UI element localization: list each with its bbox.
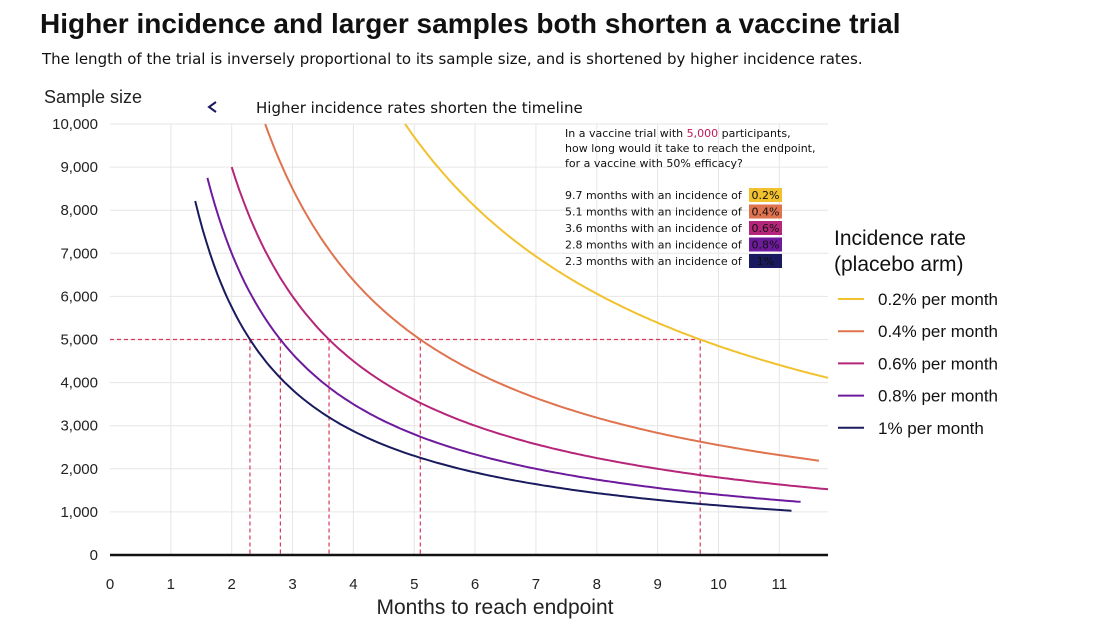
info-row-text: 5.1 months with an incidence of — [565, 206, 743, 219]
y-tick-label: 7,000 — [60, 245, 98, 262]
y-tick-label: 8,000 — [60, 202, 98, 219]
info-question-line: In a vaccine trial with 5,000 participan… — [565, 127, 791, 140]
x-tick-label: 7 — [532, 576, 540, 593]
grid-lines — [110, 123, 828, 555]
x-tick-label: 0 — [106, 576, 114, 593]
legend-label: 0.2% per month — [878, 290, 998, 309]
series-line — [230, 166, 829, 491]
x-tick-label: 10 — [710, 576, 727, 593]
arrow-head-icon — [207, 101, 217, 113]
y-tick-label: 10,000 — [52, 116, 98, 133]
series-line — [404, 123, 829, 379]
y-tick-label: 2,000 — [60, 461, 98, 478]
series-lines — [194, 123, 829, 512]
legend-title: (placebo arm) — [834, 253, 964, 276]
info-badge-label: 0.8% — [752, 239, 780, 252]
y-tick-label: 1,000 — [60, 504, 98, 521]
x-tick-label: 1 — [167, 576, 175, 593]
legend-title: Incidence rate — [834, 227, 966, 250]
x-tick-label: 2 — [228, 576, 236, 593]
x-tick-label: 5 — [410, 576, 418, 593]
y-tick-label: 0 — [90, 547, 98, 564]
series-line — [206, 177, 801, 503]
x-axis-label: Months to reach endpoint — [377, 596, 614, 619]
info-row-text: 9.7 months with an incidence of — [565, 189, 743, 202]
info-badge-label: 1% — [757, 255, 774, 268]
info-box: In a vaccine trial with 5,000 participan… — [565, 127, 816, 268]
info-badge — [749, 221, 782, 235]
legend-label: 0.6% per month — [878, 354, 998, 373]
y-tick-label: 6,000 — [60, 288, 98, 305]
y-tick-label: 4,000 — [60, 375, 98, 392]
x-tick-label: 6 — [471, 576, 479, 593]
info-badge — [749, 237, 782, 252]
info-badge-label: 0.2% — [752, 189, 780, 202]
chart-subtitle: The length of the trial is inversely pro… — [42, 50, 863, 68]
y-axis-label: Sample size — [44, 87, 142, 107]
x-tick-labels: 0 1 2 3 4 5 6 7 8 9 10 11 — [106, 576, 787, 593]
x-tick-label: 4 — [349, 576, 357, 593]
info-badge — [749, 204, 782, 219]
info-question-line: for a vaccine with 50% efficacy? — [565, 157, 743, 170]
y-tick-labels: 0 1,000 2,000 3,000 4,000 5,000 6,000 7,000 8,00… — [52, 116, 98, 564]
info-row-text: 2.3 months with an incidence of — [565, 255, 743, 268]
x-tick-label: 9 — [653, 576, 661, 593]
series-line — [264, 123, 820, 462]
info-badge — [749, 254, 782, 268]
info-highlight-value: 5,000 — [687, 127, 719, 140]
x-tick-label: 3 — [288, 576, 296, 593]
info-question-suffix: participants, — [718, 127, 790, 140]
x-tick-label: 11 — [772, 576, 788, 593]
y-tick-label: 3,000 — [60, 418, 98, 435]
annotation-arrow — [207, 101, 248, 113]
y-tick-label: 5,000 — [60, 332, 98, 349]
info-question-line: how long would it take to reach the endp… — [565, 142, 816, 155]
y-tick-label: 9,000 — [60, 159, 98, 176]
legend-label: 0.4% per month — [878, 322, 998, 341]
info-question-text: In a vaccine trial with — [565, 127, 687, 140]
x-tick-label: 8 — [593, 576, 601, 593]
legend: Incidence rate (placebo arm) 0.2% per mont… — [834, 227, 998, 438]
annotation-text: Higher incidence rates shorten the timel… — [256, 99, 583, 117]
info-badge-label: 0.6% — [752, 222, 780, 235]
chart-title: Higher incidence and larger samples both… — [40, 8, 901, 39]
legend-label: 1% per month — [878, 419, 984, 438]
info-badge-label: 0.4% — [752, 206, 780, 219]
info-badge — [749, 188, 782, 202]
info-row-text: 2.8 months with an incidence of — [565, 239, 743, 252]
legend-label: 0.8% per month — [878, 387, 998, 406]
reference-lines — [110, 338, 701, 555]
info-row-text: 3.6 months with an incidence of — [565, 222, 743, 235]
series-line — [194, 200, 792, 512]
